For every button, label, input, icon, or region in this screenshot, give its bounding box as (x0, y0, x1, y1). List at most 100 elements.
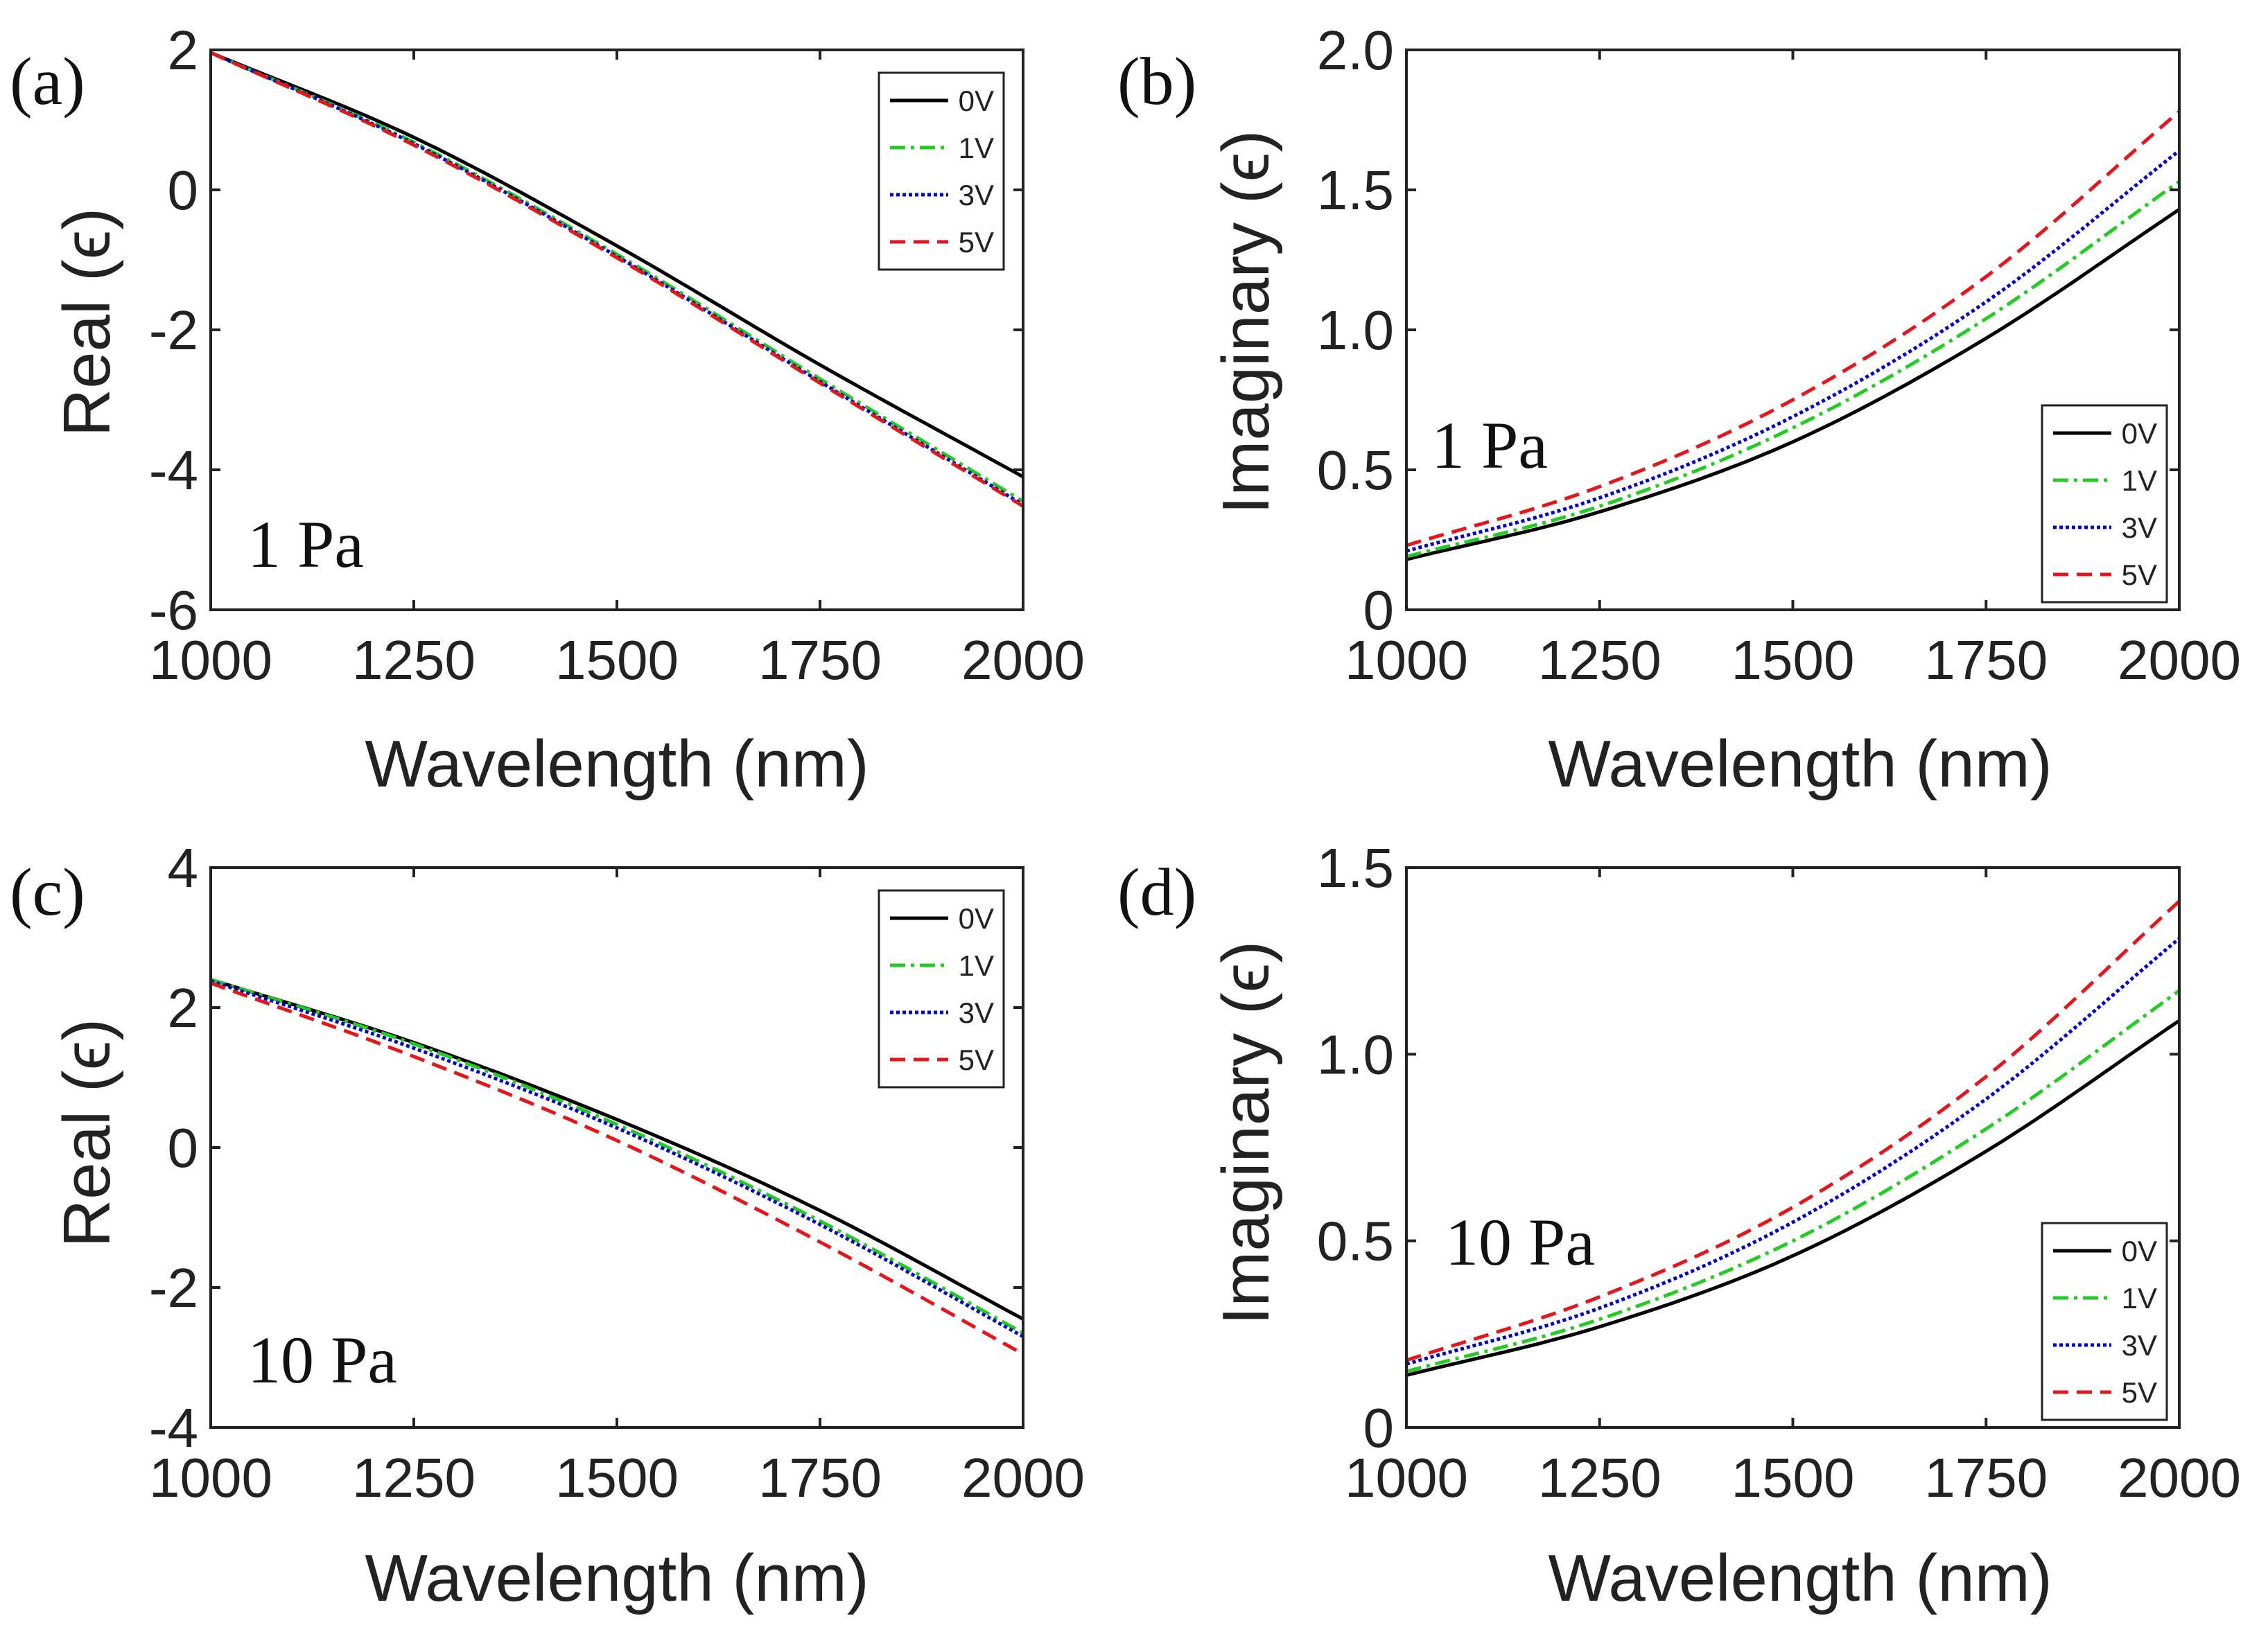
pressure-annotation: 1 Pa (1431, 408, 1548, 482)
x-tick-label: 1500 (1731, 1447, 1855, 1509)
panel-label: (c) (10, 855, 85, 930)
x-axis-title: Wavelength (nm) (1548, 727, 2052, 801)
legend-label: 1V (2122, 464, 2157, 497)
x-axis-title: Wavelength (nm) (1548, 1541, 2052, 1615)
y-tick-label: 0.5 (1317, 439, 1394, 501)
y-tick-label: 4 (168, 837, 199, 899)
series-line-5V (1406, 110, 2179, 547)
pressure-annotation: 10 Pa (1445, 1205, 1595, 1279)
x-tick-label: 1000 (149, 1447, 272, 1509)
y-tick-label: 0.5 (1317, 1211, 1394, 1272)
legend-box (878, 889, 1005, 1089)
y-tick-label: -4 (149, 439, 198, 501)
legend-label: 1V (2122, 1282, 2157, 1315)
legend-label: 3V (2122, 511, 2157, 544)
x-tick-label: 1750 (758, 1447, 882, 1509)
legend: 0V 1V 3V 5V (2041, 1222, 2168, 1421)
series-lines (211, 51, 1023, 508)
legend-label: 3V (959, 179, 994, 211)
series-lines (1406, 899, 2179, 1378)
y-tick-label: 0 (168, 1117, 199, 1179)
y-tick-label: 0 (1363, 579, 1395, 641)
legend-box (2041, 404, 2168, 604)
y-axis-title: Imaginary (ϵ) (1209, 941, 1283, 1326)
legend-label: 5V (959, 226, 994, 258)
panel-label: (d) (1117, 855, 1196, 930)
panel-a: (a) Real (ϵ) Wavelength (nm) 1 Pa 1000 12… (10, 19, 1085, 801)
x-tick-label: 1250 (352, 629, 476, 691)
legend-label: 3V (2122, 1329, 2157, 1362)
series-line-3V (1406, 149, 2179, 553)
panel-c: (c) Real (ϵ) Wavelength (nm) 10 Pa 1000 1… (10, 837, 1085, 1615)
x-tick-label: 2000 (2118, 629, 2241, 691)
series-line-5V (1406, 899, 2179, 1362)
legend: 0V 1V 3V 5V (878, 71, 1005, 271)
x-tick-label: 1250 (1538, 1447, 1661, 1509)
x-axis-title: Wavelength (nm) (365, 1541, 869, 1615)
panel-label: (b) (1117, 44, 1196, 119)
legend-label: 5V (2122, 559, 2157, 591)
x-axis-title: Wavelength (nm) (365, 727, 869, 801)
y-tick-label: -6 (149, 579, 198, 641)
x-tick-label: 1000 (1345, 1447, 1468, 1509)
legend-label: 5V (959, 1044, 994, 1076)
series-lines (1406, 110, 2179, 561)
series-line-1V (211, 978, 1023, 1335)
pressure-annotation: 1 Pa (247, 507, 364, 581)
series-line-3V (211, 979, 1023, 1338)
y-axis-title: Real (ϵ) (50, 1019, 124, 1247)
y-tick-label: 2 (168, 19, 199, 81)
y-tick-label: 1.0 (1317, 1023, 1394, 1085)
x-tick-label: 1500 (555, 1447, 679, 1509)
legend-box (878, 71, 1005, 271)
x-tick-label: 1750 (1924, 629, 2048, 691)
x-tick-label: 1500 (1731, 629, 1855, 691)
x-tick-label: 2000 (2118, 1447, 2241, 1509)
legend-label: 0V (2122, 417, 2157, 450)
y-tick-label: -2 (149, 299, 198, 361)
x-tick-label: 2000 (961, 629, 1085, 691)
series-line-1V (211, 51, 1023, 503)
legend: 0V 1V 3V 5V (878, 889, 1005, 1089)
x-tick-label: 1750 (1924, 1447, 2048, 1509)
y-tick-label: 0 (168, 159, 199, 221)
x-tick-label: 1750 (758, 629, 882, 691)
series-line-1V (1406, 989, 2179, 1373)
x-tick-label: 1500 (555, 629, 679, 691)
x-tick-label: 1250 (1538, 629, 1661, 691)
series-line-3V (1406, 937, 2179, 1366)
x-tick-label: 2000 (961, 1447, 1085, 1509)
series-line-1V (1406, 179, 2179, 559)
panel-d: (d) Imaginary (ϵ) Wavelength (nm) 10 Pa … (1117, 837, 2241, 1615)
series-line-0V (1406, 208, 2179, 561)
series-line-5V (211, 981, 1023, 1356)
x-tick-label: 1250 (352, 1447, 476, 1509)
legend-label: 1V (959, 949, 994, 982)
legend-label: 5V (2122, 1376, 2157, 1409)
y-tick-label: 0 (1363, 1397, 1395, 1459)
y-tick-label: -2 (149, 1257, 198, 1319)
pressure-annotation: 10 Pa (247, 1323, 397, 1397)
series-line-5V (211, 51, 1023, 508)
series-line-0V (211, 51, 1023, 479)
legend: 0V 1V 3V 5V (2041, 404, 2168, 604)
panel-label: (a) (10, 44, 85, 119)
y-tick-label: 1.5 (1317, 159, 1394, 221)
panel-b: (b) Imaginary (ϵ) Wavelength (nm) 1 Pa 1… (1117, 19, 2241, 801)
legend-label: 1V (959, 132, 994, 164)
legend-label: 3V (959, 996, 994, 1029)
series-lines (211, 978, 1023, 1356)
legend-label: 0V (959, 85, 994, 117)
y-tick-label: 1.5 (1317, 837, 1394, 899)
legend-label: 0V (959, 902, 994, 935)
x-tick-label: 1000 (1345, 629, 1468, 691)
x-tick-label: 1000 (149, 629, 272, 691)
y-axis-title: Imaginary (ϵ) (1209, 130, 1283, 515)
y-tick-label: 2 (168, 977, 199, 1039)
legend-label: 0V (2122, 1235, 2157, 1267)
series-line-0V (1406, 1019, 2179, 1378)
y-tick-label: 1.0 (1317, 299, 1394, 361)
y-tick-label: -4 (149, 1397, 198, 1459)
